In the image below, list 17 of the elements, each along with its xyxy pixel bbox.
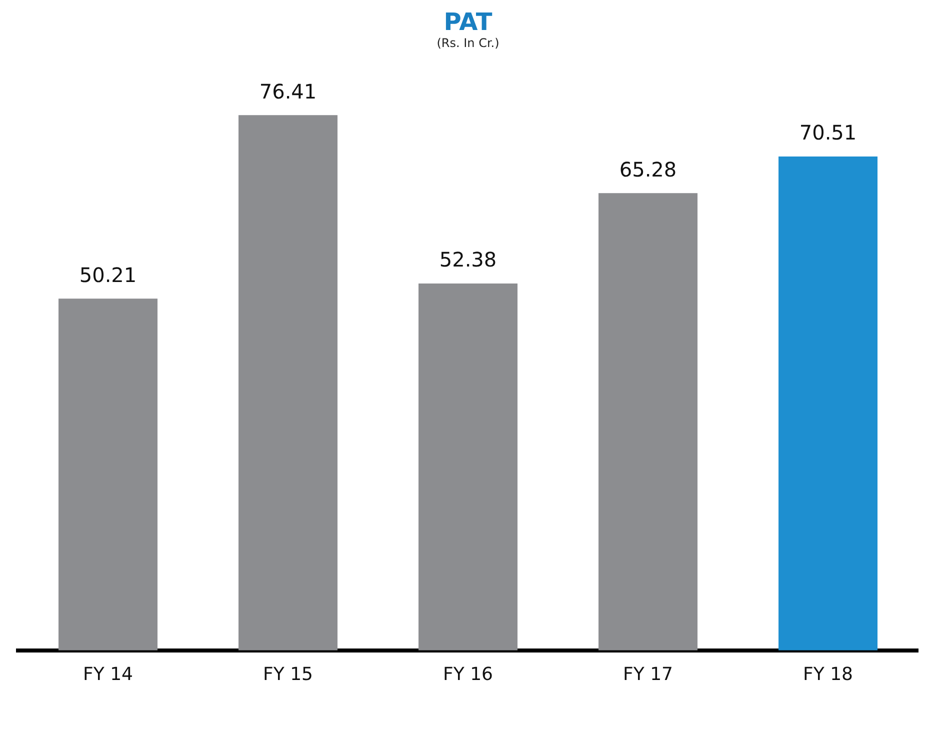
data-label: 52.38 [439, 248, 497, 272]
data-label: 70.51 [799, 120, 857, 145]
x-tick-label: FY 14 [83, 664, 133, 685]
bar [778, 156, 878, 650]
data-label: 65.28 [619, 157, 677, 182]
bar [58, 298, 158, 650]
chart-title: PAT [442, 8, 494, 36]
data-label: 50.21 [79, 262, 137, 287]
chart-subtitle: (Rs. In Cr.) [436, 36, 500, 50]
bar [238, 115, 338, 650]
data-label: 76.41 [259, 79, 317, 104]
x-tick-label: FY 16 [443, 664, 493, 685]
bar [598, 193, 698, 650]
x-tick-label: FY 17 [623, 664, 673, 685]
x-tick-label: FY 15 [263, 664, 313, 685]
x-tick-label: FY 18 [803, 664, 853, 685]
bar [418, 283, 518, 650]
